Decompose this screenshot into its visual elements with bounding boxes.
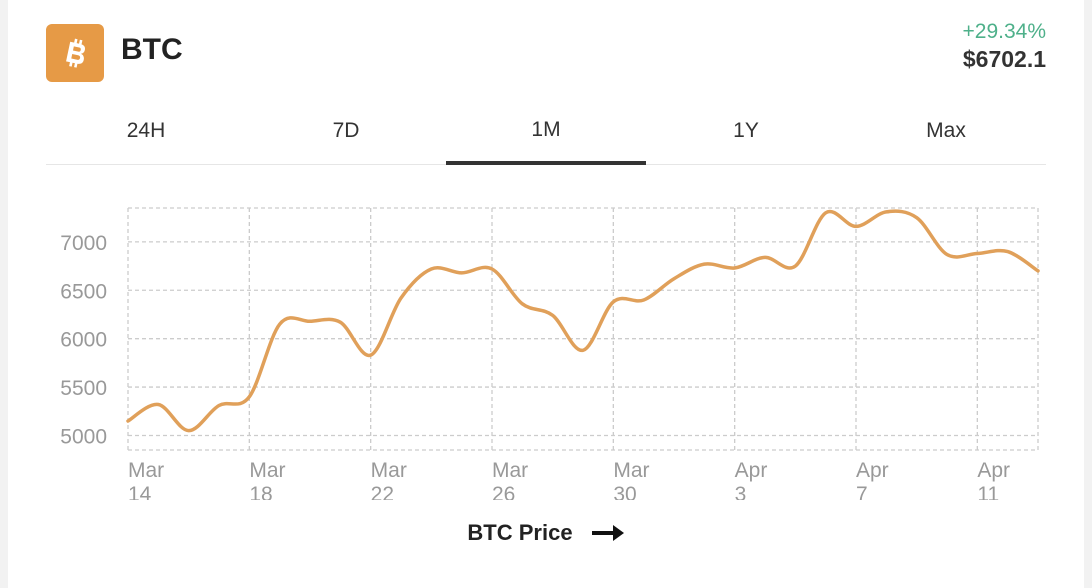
tab-label: 7D [332, 119, 360, 142]
price-line[interactable] [126, 209, 1040, 433]
y-tick-label: 7000 [60, 232, 107, 255]
tab-1y[interactable]: 1Y [646, 100, 846, 164]
bitcoin-icon [66, 38, 85, 68]
y-tick-label: 5000 [60, 425, 107, 448]
chart-legend[interactable]: BTC Price [8, 520, 1084, 546]
price-change: +29.34% [962, 20, 1047, 43]
y-tick-label: 6000 [60, 329, 107, 352]
x-tick-label: 22 [371, 483, 394, 500]
tab-label: Max [926, 119, 966, 142]
tab-max[interactable]: Max [846, 100, 1046, 164]
timeframe-tabs: 24H 7D 1M 1Y Max [46, 100, 1046, 165]
arrow-right-icon [591, 525, 624, 541]
tab-24h[interactable]: 24H [46, 100, 246, 164]
x-tick-label: 30 [613, 483, 636, 500]
x-tick-label: Mar [128, 459, 164, 482]
tab-label: 24H [126, 119, 166, 142]
x-tick-label: Apr [977, 459, 1010, 482]
y-tick-label: 6500 [60, 280, 107, 303]
tab-1m[interactable]: 1M [446, 100, 646, 165]
y-tick-label: 5500 [60, 377, 107, 400]
price-card: BTC +29.34% $6702.1 24H 7D 1M 1Y Max 500… [8, 0, 1084, 588]
x-tick-label: Apr [735, 459, 768, 482]
x-tick-label: 14 [128, 483, 152, 500]
x-tick-label: 7 [856, 483, 868, 500]
coin-logo [46, 24, 104, 82]
x-tick-label: Mar [613, 459, 649, 482]
x-tick-label: Apr [856, 459, 889, 482]
legend-label: BTC Price [467, 520, 573, 545]
tab-label: 1Y [733, 119, 759, 142]
tab-7d[interactable]: 7D [246, 100, 446, 164]
x-tick-label: Mar [492, 459, 528, 482]
x-tick-label: Mar [371, 459, 407, 482]
x-tick-label: 18 [249, 483, 272, 500]
x-tick-label: 26 [492, 483, 515, 500]
x-tick-label: 11 [977, 483, 999, 500]
price-chart[interactable]: 50005500600065007000Mar14Mar18Mar22Mar26… [8, 170, 1084, 500]
current-price: $6702.1 [962, 46, 1046, 72]
x-tick-label: Mar [249, 459, 285, 482]
tab-label: 1M [531, 118, 561, 141]
x-tick-label: 3 [735, 483, 747, 500]
coin-symbol: BTC [121, 33, 183, 66]
